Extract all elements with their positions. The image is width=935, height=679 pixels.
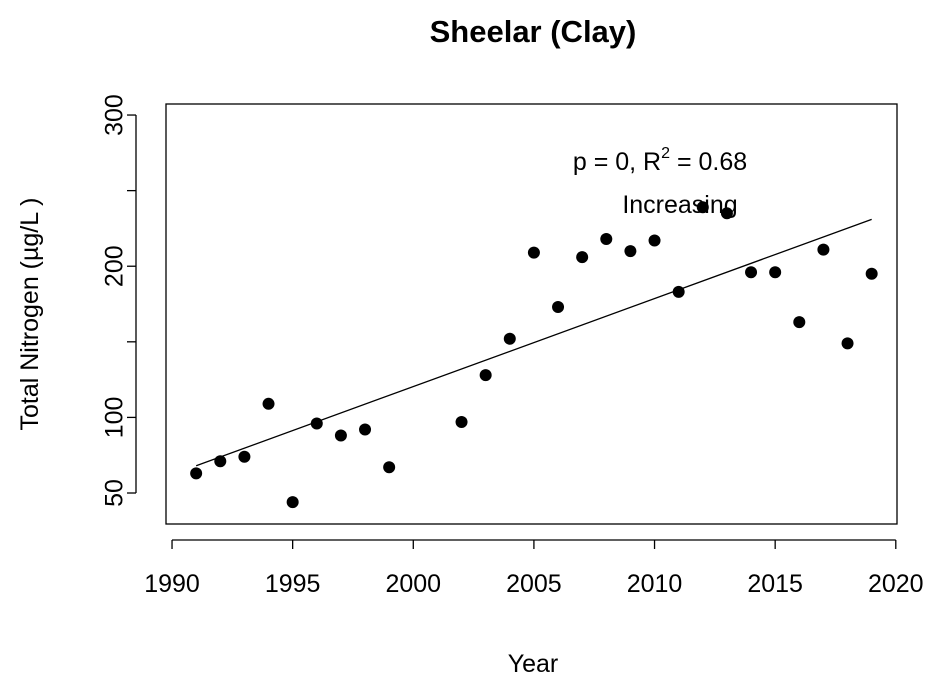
point (648, 234, 661, 247)
point (672, 285, 685, 298)
point (503, 332, 516, 345)
y-tick-label: 50 (101, 479, 129, 507)
point (696, 201, 709, 214)
point (720, 207, 733, 220)
y-tick-label: 300 (101, 94, 129, 136)
point (310, 417, 323, 430)
annotation: Increasing (622, 191, 737, 219)
trend-line (195, 218, 872, 467)
point (600, 233, 613, 246)
point (383, 461, 396, 474)
point (527, 246, 540, 259)
point (576, 251, 589, 264)
x-tick-label: 1990 (144, 570, 200, 598)
x-tick-label: 2010 (627, 570, 683, 598)
point (793, 316, 806, 329)
chart-title: Sheelar (Clay) (430, 14, 637, 49)
point (190, 467, 203, 480)
point (624, 245, 637, 258)
point (769, 266, 782, 279)
plot-box (165, 103, 898, 525)
y-axis-label: Total Nitrogen (µg/L ) (16, 197, 44, 430)
x-tick-label: 1995 (265, 570, 321, 598)
x-tick-label: 2005 (506, 570, 562, 598)
point (865, 267, 878, 280)
y-tick-label: 100 (101, 397, 129, 439)
point (262, 397, 275, 410)
point (334, 429, 347, 442)
point (455, 415, 468, 428)
point (359, 423, 372, 436)
x-tick-label: 2020 (868, 570, 924, 598)
x-tick-label: 2015 (747, 570, 803, 598)
annotation-superscript: 2 (661, 145, 670, 162)
point (479, 369, 492, 382)
annotation-part: = 0.68 (670, 148, 747, 176)
annotation: p = 0, R2 = 0.68 (573, 145, 747, 176)
point (841, 337, 854, 350)
x-axis-label: Year (508, 650, 559, 678)
point (745, 266, 758, 279)
point (552, 301, 565, 314)
y-tick-label: 200 (101, 245, 129, 287)
point (286, 496, 299, 509)
x-tick-label: 2000 (385, 570, 441, 598)
point (214, 455, 227, 468)
point (817, 243, 830, 256)
point (238, 450, 251, 463)
annotation-part: p = 0, R (573, 148, 661, 176)
